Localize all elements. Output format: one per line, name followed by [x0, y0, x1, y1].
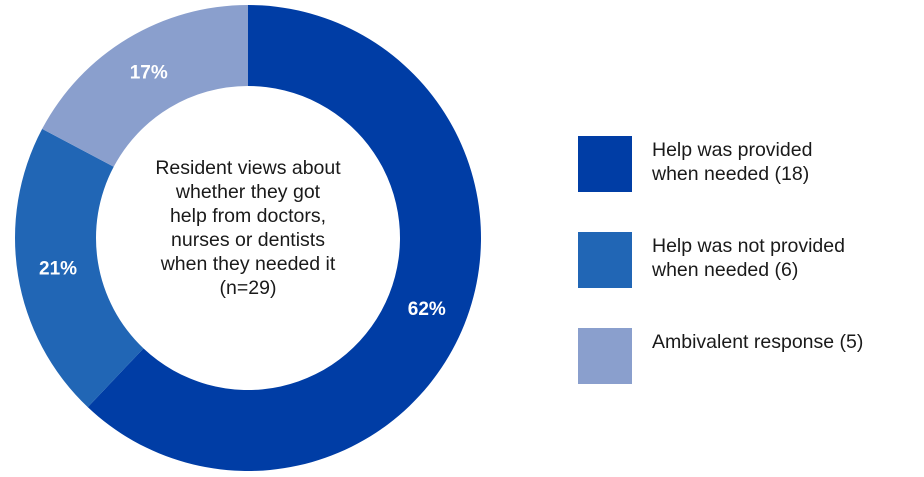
legend-label-ambivalent: Ambivalent response (5)	[652, 331, 864, 353]
legend-swatch-provided	[578, 136, 632, 192]
legend-swatch-ambivalent	[578, 328, 632, 384]
slice-not-provided	[14, 128, 144, 408]
donut-chart: 62% 21% 17%	[14, 5, 481, 471]
slice-label-provided: 62%	[408, 299, 446, 320]
slice-label-ambivalent: 17%	[130, 63, 168, 84]
slice-ambivalent	[42, 5, 248, 167]
slice-label-not-provided: 21%	[39, 259, 77, 280]
legend-item-not-provided: Help was not provided when needed (6)	[578, 232, 924, 288]
legend-label-not-provided: Help was not provided when needed (6)	[652, 235, 845, 281]
chart-title: Resident views about whether they got he…	[155, 157, 341, 299]
legend-swatch-not-provided	[578, 232, 632, 288]
legend-item-provided: Help was provided when needed (18)	[578, 136, 924, 192]
legend-item-ambivalent: Ambivalent response (5)	[578, 328, 924, 384]
legend-label-provided: Help was provided when needed (18)	[652, 139, 813, 185]
slice-provided	[87, 5, 481, 471]
legend: Help was provided when needed (18) Help …	[578, 136, 924, 424]
